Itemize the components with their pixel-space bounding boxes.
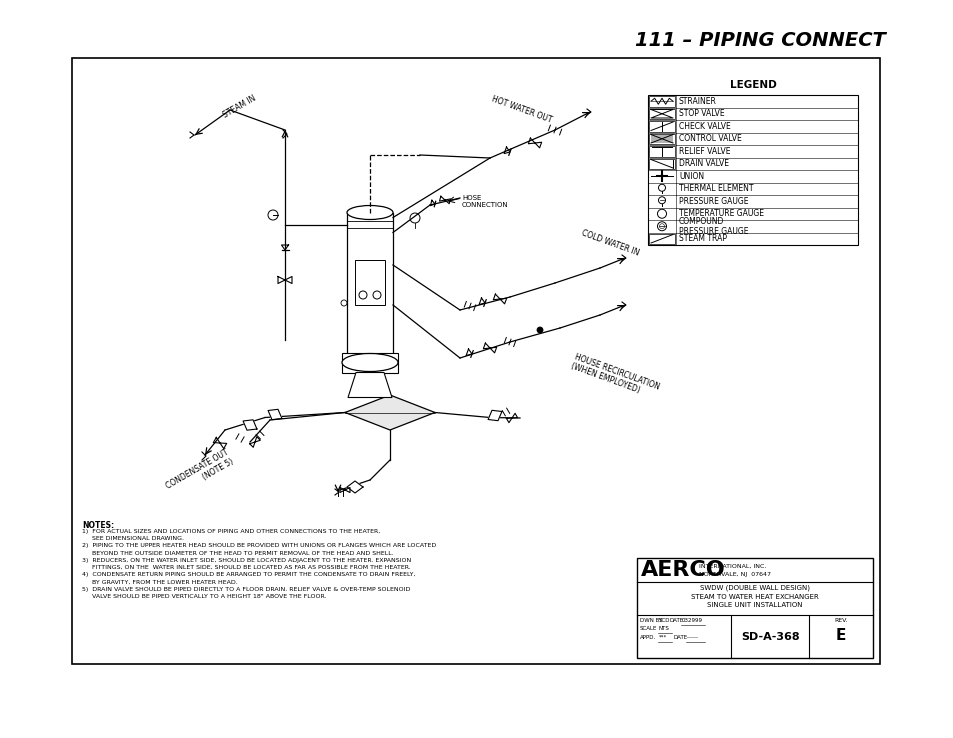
- Text: CONDENSATE OUT
(NOTE 5): CONDENSATE OUT (NOTE 5): [164, 448, 234, 500]
- Text: CHECK VALVE: CHECK VALVE: [679, 122, 730, 131]
- Ellipse shape: [347, 205, 393, 219]
- Text: PRESSURE GAUGE: PRESSURE GAUGE: [679, 197, 748, 206]
- Text: NORTHVALE, NJ  07647: NORTHVALE, NJ 07647: [699, 572, 770, 577]
- Text: 032999: 032999: [681, 618, 702, 623]
- Text: ***: ***: [659, 635, 666, 640]
- Text: E: E: [835, 628, 845, 643]
- Text: LEGEND: LEGEND: [729, 80, 776, 90]
- Text: SEE DIMENSIONAL DRAWING.: SEE DIMENSIONAL DRAWING.: [82, 537, 184, 541]
- Bar: [648, 146, 675, 156]
- Text: DWN BY: DWN BY: [639, 618, 661, 623]
- Text: STEAM IN: STEAM IN: [222, 94, 257, 120]
- Text: SCALE: SCALE: [639, 626, 657, 631]
- Bar: [637, 582, 872, 583]
- Text: HOUSE RECIRCULATION
(WHEN EMPLOYED): HOUSE RECIRCULATION (WHEN EMPLOYED): [569, 352, 660, 401]
- Text: ------: ------: [686, 635, 699, 640]
- Polygon shape: [345, 395, 435, 430]
- Text: STEAM TRAP: STEAM TRAP: [679, 234, 726, 244]
- Ellipse shape: [341, 354, 397, 371]
- Text: THERMAL ELEMENT: THERMAL ELEMENT: [679, 184, 753, 193]
- Text: NTS: NTS: [659, 626, 669, 631]
- Text: SWDW (DOUBLE WALL DESIGN)
STEAM TO WATER HEAT EXCHANGER
SINGLE UNIT INSTALLATION: SWDW (DOUBLE WALL DESIGN) STEAM TO WATER…: [690, 584, 818, 608]
- Text: REV.: REV.: [834, 618, 847, 623]
- Bar: [637, 558, 872, 658]
- Text: DATE: DATE: [673, 635, 687, 640]
- Bar: [648, 233, 675, 244]
- Text: 3)  REDUCERS, ON THE WATER INLET SIDE, SHOULD BE LOCATED ADJACENT TO THE HEATER.: 3) REDUCERS, ON THE WATER INLET SIDE, SH…: [82, 558, 411, 563]
- Text: STRAINER: STRAINER: [679, 97, 716, 106]
- Text: 1)  FOR ACTUAL SIZES AND LOCATIONS OF PIPING AND OTHER CONNECTIONS TO THE HEATER: 1) FOR ACTUAL SIZES AND LOCATIONS OF PIP…: [82, 529, 380, 534]
- Text: HOT WATER OUT: HOT WATER OUT: [490, 94, 552, 125]
- Text: AERCO: AERCO: [640, 560, 725, 580]
- Text: SD-A-368: SD-A-368: [740, 632, 799, 641]
- Polygon shape: [347, 481, 363, 493]
- Polygon shape: [488, 410, 501, 421]
- Bar: [71, 58, 879, 664]
- Text: 2)  PIPING TO THE UPPER HEATER HEAD SHOULD BE PROVIDED WITH UNIONS OR FLANGES WH: 2) PIPING TO THE UPPER HEATER HEAD SHOUL…: [82, 543, 436, 548]
- Text: FITTINGS, ON THE  WATER INLET SIDE, SHOULD BE LOCATED AS FAR AS POSSIBLE FROM TH: FITTINGS, ON THE WATER INLET SIDE, SHOUL…: [82, 565, 411, 570]
- Text: NOTES:: NOTES:: [82, 521, 114, 530]
- Bar: [648, 121, 675, 131]
- Text: CONTROL VALVE: CONTROL VALVE: [679, 134, 741, 143]
- Text: TEMPERATURE GAUGE: TEMPERATURE GAUGE: [679, 210, 763, 218]
- Polygon shape: [243, 420, 256, 430]
- Text: STOP VALVE: STOP VALVE: [679, 109, 724, 118]
- Bar: [648, 159, 675, 169]
- Bar: [647, 95, 857, 245]
- Circle shape: [537, 327, 542, 333]
- Bar: [648, 134, 675, 144]
- Text: INTERNATIONAL, INC.: INTERNATIONAL, INC.: [699, 564, 765, 569]
- Bar: [341, 353, 397, 373]
- Text: UNION: UNION: [679, 172, 703, 181]
- Text: VALVE SHOULD BE PIPED VERTICALLY TO A HEIGHT 18" ABOVE THE FLOOR.: VALVE SHOULD BE PIPED VERTICALLY TO A HE…: [82, 594, 326, 599]
- Polygon shape: [348, 373, 392, 398]
- Bar: [650, 134, 672, 143]
- Text: 111 – PIPING CONNECT: 111 – PIPING CONNECT: [634, 30, 884, 49]
- Bar: [347, 213, 393, 357]
- Text: DATE: DATE: [669, 618, 683, 623]
- Text: RELIEF VALVE: RELIEF VALVE: [679, 147, 730, 156]
- Polygon shape: [268, 410, 282, 420]
- Text: BY GRAVITY, FROM THE LOWER HEATER HEAD.: BY GRAVITY, FROM THE LOWER HEATER HEAD.: [82, 579, 237, 584]
- Bar: [648, 108, 675, 119]
- Bar: [648, 96, 675, 106]
- Text: 4)  CONDENSATE RETURN PIPING SHOULD BE ARRANGED TO PERMIT THE CONDENSATE TO DRAI: 4) CONDENSATE RETURN PIPING SHOULD BE AR…: [82, 572, 416, 577]
- Text: APPD.: APPD.: [639, 635, 656, 640]
- Text: COLD WATER IN: COLD WATER IN: [579, 229, 639, 258]
- Text: DRAIN VALVE: DRAIN VALVE: [679, 159, 728, 168]
- Text: BEYOND THE OUTSIDE DIAMETER OF THE HEAD TO PERMIT REMOVAL OF THE HEAD AND SHELL.: BEYOND THE OUTSIDE DIAMETER OF THE HEAD …: [82, 551, 394, 556]
- Bar: [355, 260, 385, 305]
- Text: COMPOUND
PRESSURE GAUGE: COMPOUND PRESSURE GAUGE: [679, 216, 748, 236]
- Text: SCD: SCD: [659, 618, 670, 623]
- Text: 5)  DRAIN VALVE SHOULD BE PIPED DIRECTLY TO A FLOOR DRAIN. RELIEF VALVE & OVER-T: 5) DRAIN VALVE SHOULD BE PIPED DIRECTLY …: [82, 587, 410, 592]
- Text: HOSE
CONNECTION: HOSE CONNECTION: [461, 195, 508, 208]
